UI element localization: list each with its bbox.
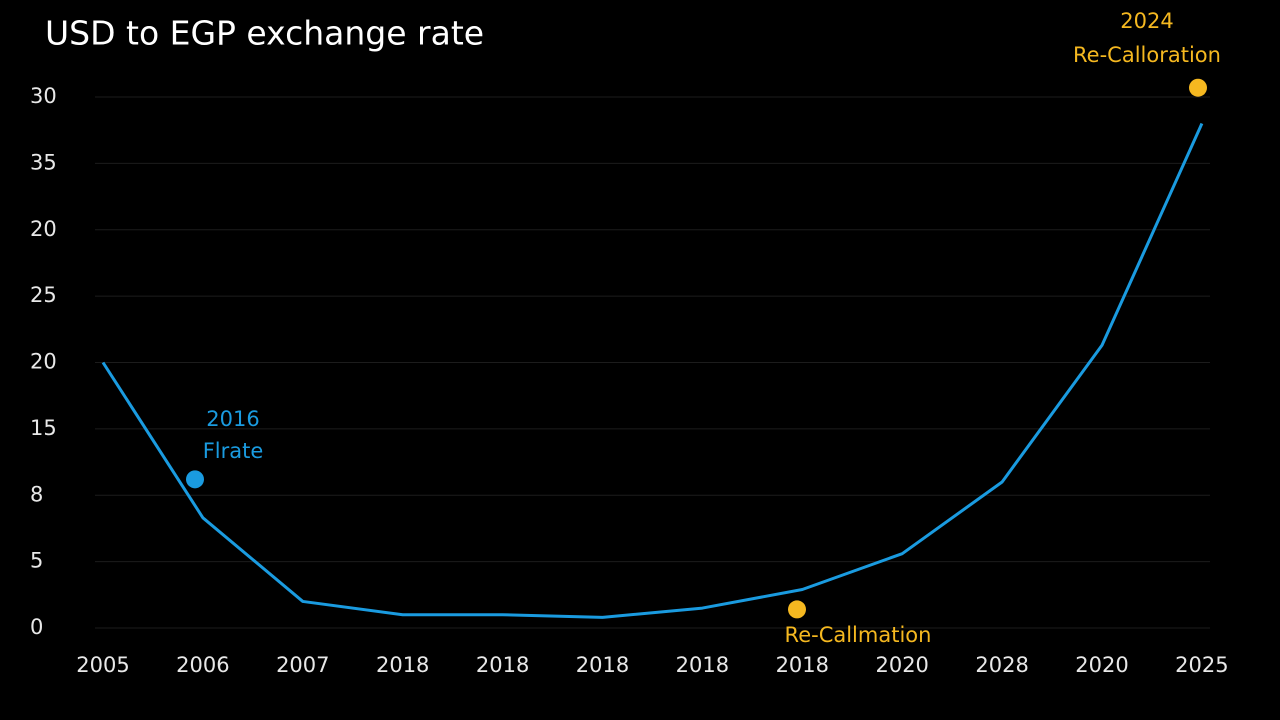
x-tick-label: 2028 xyxy=(975,653,1028,677)
x-tick-label: 2020 xyxy=(875,653,928,677)
annotation-marker xyxy=(1189,78,1207,97)
x-tick-label: 2005 xyxy=(76,653,129,677)
y-tick-label: 0 xyxy=(30,615,43,639)
y-tick-label: 35 xyxy=(30,150,57,174)
x-tick-label: 2018 xyxy=(376,653,429,677)
x-tick-label: 2007 xyxy=(276,653,329,677)
y-tick-label: 5 xyxy=(30,549,43,573)
x-tick-label: 2018 xyxy=(576,653,629,677)
annotation-text: 2016 xyxy=(206,407,259,431)
y-tick-label: 25 xyxy=(30,283,57,307)
x-tick-label: 2018 xyxy=(476,653,529,677)
x-tick-label: 2020 xyxy=(1075,653,1128,677)
annotation-text: Flrate xyxy=(203,439,264,463)
y-tick-label: 8 xyxy=(30,482,43,506)
y-tick-label: 15 xyxy=(30,416,57,440)
x-tick-label: 2018 xyxy=(776,653,829,677)
x-tick-label: 2025 xyxy=(1175,653,1228,677)
annotation-marker xyxy=(186,470,204,489)
line xyxy=(101,122,1204,619)
y-tick-label: 20 xyxy=(30,350,57,374)
annotation-text: 2024 xyxy=(1120,9,1173,33)
y-tick-label: 30 xyxy=(30,84,57,108)
x-tick-label: 2006 xyxy=(176,653,229,677)
x-tick-label: 2018 xyxy=(676,653,729,677)
annotation-marker xyxy=(788,600,806,619)
chart-title: USD to EGP exchange rate xyxy=(45,14,484,53)
annotation-text: Re-Calloration xyxy=(1073,43,1221,67)
annotation-text: Re-Callmation xyxy=(785,623,932,647)
y-tick-label: 20 xyxy=(30,217,57,241)
